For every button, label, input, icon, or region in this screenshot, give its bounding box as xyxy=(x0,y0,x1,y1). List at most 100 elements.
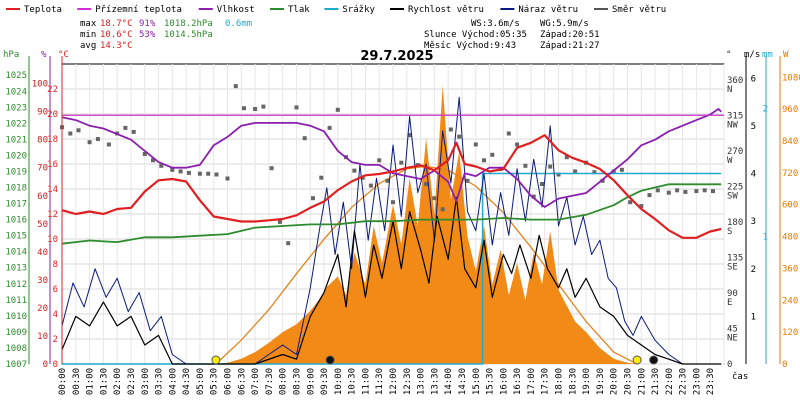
x-tick-label: 14:00 xyxy=(444,368,454,395)
x-tick-label: 17:00 xyxy=(527,368,537,395)
legend-label: Směr větru xyxy=(612,5,666,15)
hpa-tick-label: 1020 xyxy=(5,151,27,161)
unit-hpa: hPa xyxy=(3,50,19,60)
wind-direction-point xyxy=(106,142,111,147)
wind-direction-point xyxy=(564,155,569,160)
hpa-tick-label: 1015 xyxy=(5,232,27,242)
legend-label: Přízemní teplota xyxy=(95,5,182,15)
stats-moon-rise: Měsíc Východ:9:43 xyxy=(424,41,516,51)
temp-tick-label: 10 xyxy=(47,235,58,245)
wind-direction-point xyxy=(76,128,81,133)
wind-direction-point xyxy=(694,189,699,194)
wind-direction-point xyxy=(95,137,100,141)
axis-layer: 1025102410231022102110201019101810171016… xyxy=(5,56,800,395)
stats-min-hum: 53% xyxy=(139,30,156,40)
pct-tick-label: 40 xyxy=(37,248,48,258)
wind-direction-point xyxy=(407,133,412,138)
wind-direction-point xyxy=(170,167,175,172)
temp-tick-label: 6 xyxy=(53,285,58,295)
x-tick-label: 22:00 xyxy=(665,368,675,395)
x-tick-label: 17:30 xyxy=(541,368,551,395)
pct-tick-label: 90 xyxy=(37,108,48,118)
wind-direction-point xyxy=(335,107,340,112)
legend-layer: Teplota Přízemní teplota Vlhkost Tlak Srážky… xyxy=(6,5,666,15)
dir-tick-label: 315 xyxy=(727,111,743,121)
stats-max-label: max xyxy=(80,19,97,29)
x-tick-label: 11:30 xyxy=(375,368,385,395)
dir-tick-label: 270 xyxy=(727,147,743,157)
x-tick-label: 10:00 xyxy=(334,368,344,395)
temp-tick-label: 2 xyxy=(53,335,58,345)
wind-direction-point xyxy=(647,193,652,198)
moonset-marker xyxy=(649,355,659,365)
x-tick-label: 04:00 xyxy=(168,368,178,395)
wind-direction-point xyxy=(159,163,164,168)
unit-cas: čas xyxy=(732,371,748,382)
mm-tick-label: 2 xyxy=(763,105,768,115)
wind-direction-point xyxy=(311,196,315,201)
wind-direction-point xyxy=(131,129,136,134)
wind-direction-point xyxy=(592,170,597,175)
unit-degc: °C xyxy=(58,50,69,60)
series-layer xyxy=(60,84,724,365)
x-tick-label: 15:00 xyxy=(472,368,482,395)
stats-wg: WG:5.9m/s xyxy=(540,19,589,29)
wind-speed-line xyxy=(61,196,722,365)
wind-direction-point xyxy=(302,136,307,141)
sunrise-marker xyxy=(211,355,221,365)
x-tick-label: 11:00 xyxy=(361,368,371,395)
wind-gust-line xyxy=(61,96,722,365)
w-tick-label: 840 xyxy=(782,137,798,147)
w-tick-label: 960 xyxy=(782,105,798,115)
x-tick-label: 15:30 xyxy=(486,368,496,395)
compass-label: S xyxy=(727,227,732,237)
x-tick-label: 05:00 xyxy=(196,368,206,395)
wind-direction-point xyxy=(675,188,680,193)
wind-direction-point xyxy=(506,131,511,136)
stats-moon-set: Západ:21:27 xyxy=(540,41,600,51)
wind-direction-point xyxy=(123,125,128,130)
temp-tick-label: 4 xyxy=(53,310,58,320)
hpa-tick-label: 1013 xyxy=(5,264,27,274)
x-tick-label: 13:30 xyxy=(430,368,440,395)
legend-label: Srážky xyxy=(342,5,375,15)
dir-tick-label: 45 xyxy=(727,325,738,335)
stats-max-hum: 91% xyxy=(139,19,156,29)
compass-label: E xyxy=(727,298,732,308)
w-tick-label: 0 xyxy=(782,360,787,370)
wind-direction-point xyxy=(225,176,230,181)
wind-direction-point xyxy=(666,190,671,195)
x-tick-label: 02:30 xyxy=(127,368,137,395)
x-tick-label: 00:30 xyxy=(72,368,82,395)
x-tick-label: 08:30 xyxy=(293,368,303,395)
stats-ws: WS:3.6m/s xyxy=(471,19,520,29)
wind-direction-point xyxy=(465,178,470,183)
wind-direction-point xyxy=(327,125,332,130)
stats-max-temp: 18.7°C xyxy=(100,19,133,29)
marker-layer xyxy=(211,355,659,365)
compass-label: NW xyxy=(727,120,738,130)
pct-tick-label: 70 xyxy=(37,164,48,174)
compass-label: NE xyxy=(727,334,738,344)
x-tick-label: 12:00 xyxy=(389,368,399,395)
pct-tick-label: 80 xyxy=(37,136,48,146)
wind-direction-point xyxy=(377,158,382,163)
legend-label: Tlak xyxy=(288,5,310,15)
w-tick-label: 240 xyxy=(782,296,798,306)
stats-block: max 18.7°C 91% 1018.2hPa 0.6mm min 10.6°… xyxy=(80,19,600,51)
stats-sun-set: Západ:20:51 xyxy=(540,30,600,40)
wind-direction-point xyxy=(573,169,578,174)
wind-direction-point xyxy=(556,172,561,177)
humidity-line xyxy=(61,108,722,208)
unit-mm: mm xyxy=(762,50,773,60)
wind-direction-point xyxy=(178,169,183,174)
stats-sun-rise: Slunce Východ:05:35 xyxy=(424,30,527,40)
compass-label: SW xyxy=(727,191,738,201)
wind-direction-point xyxy=(368,183,373,188)
x-tick-label: 22:30 xyxy=(679,368,689,395)
wind-direction-point xyxy=(142,152,147,156)
stats-precip: 0.6mm xyxy=(225,19,252,29)
wind-direction-point xyxy=(448,127,453,132)
wind-direction-point xyxy=(432,196,437,201)
